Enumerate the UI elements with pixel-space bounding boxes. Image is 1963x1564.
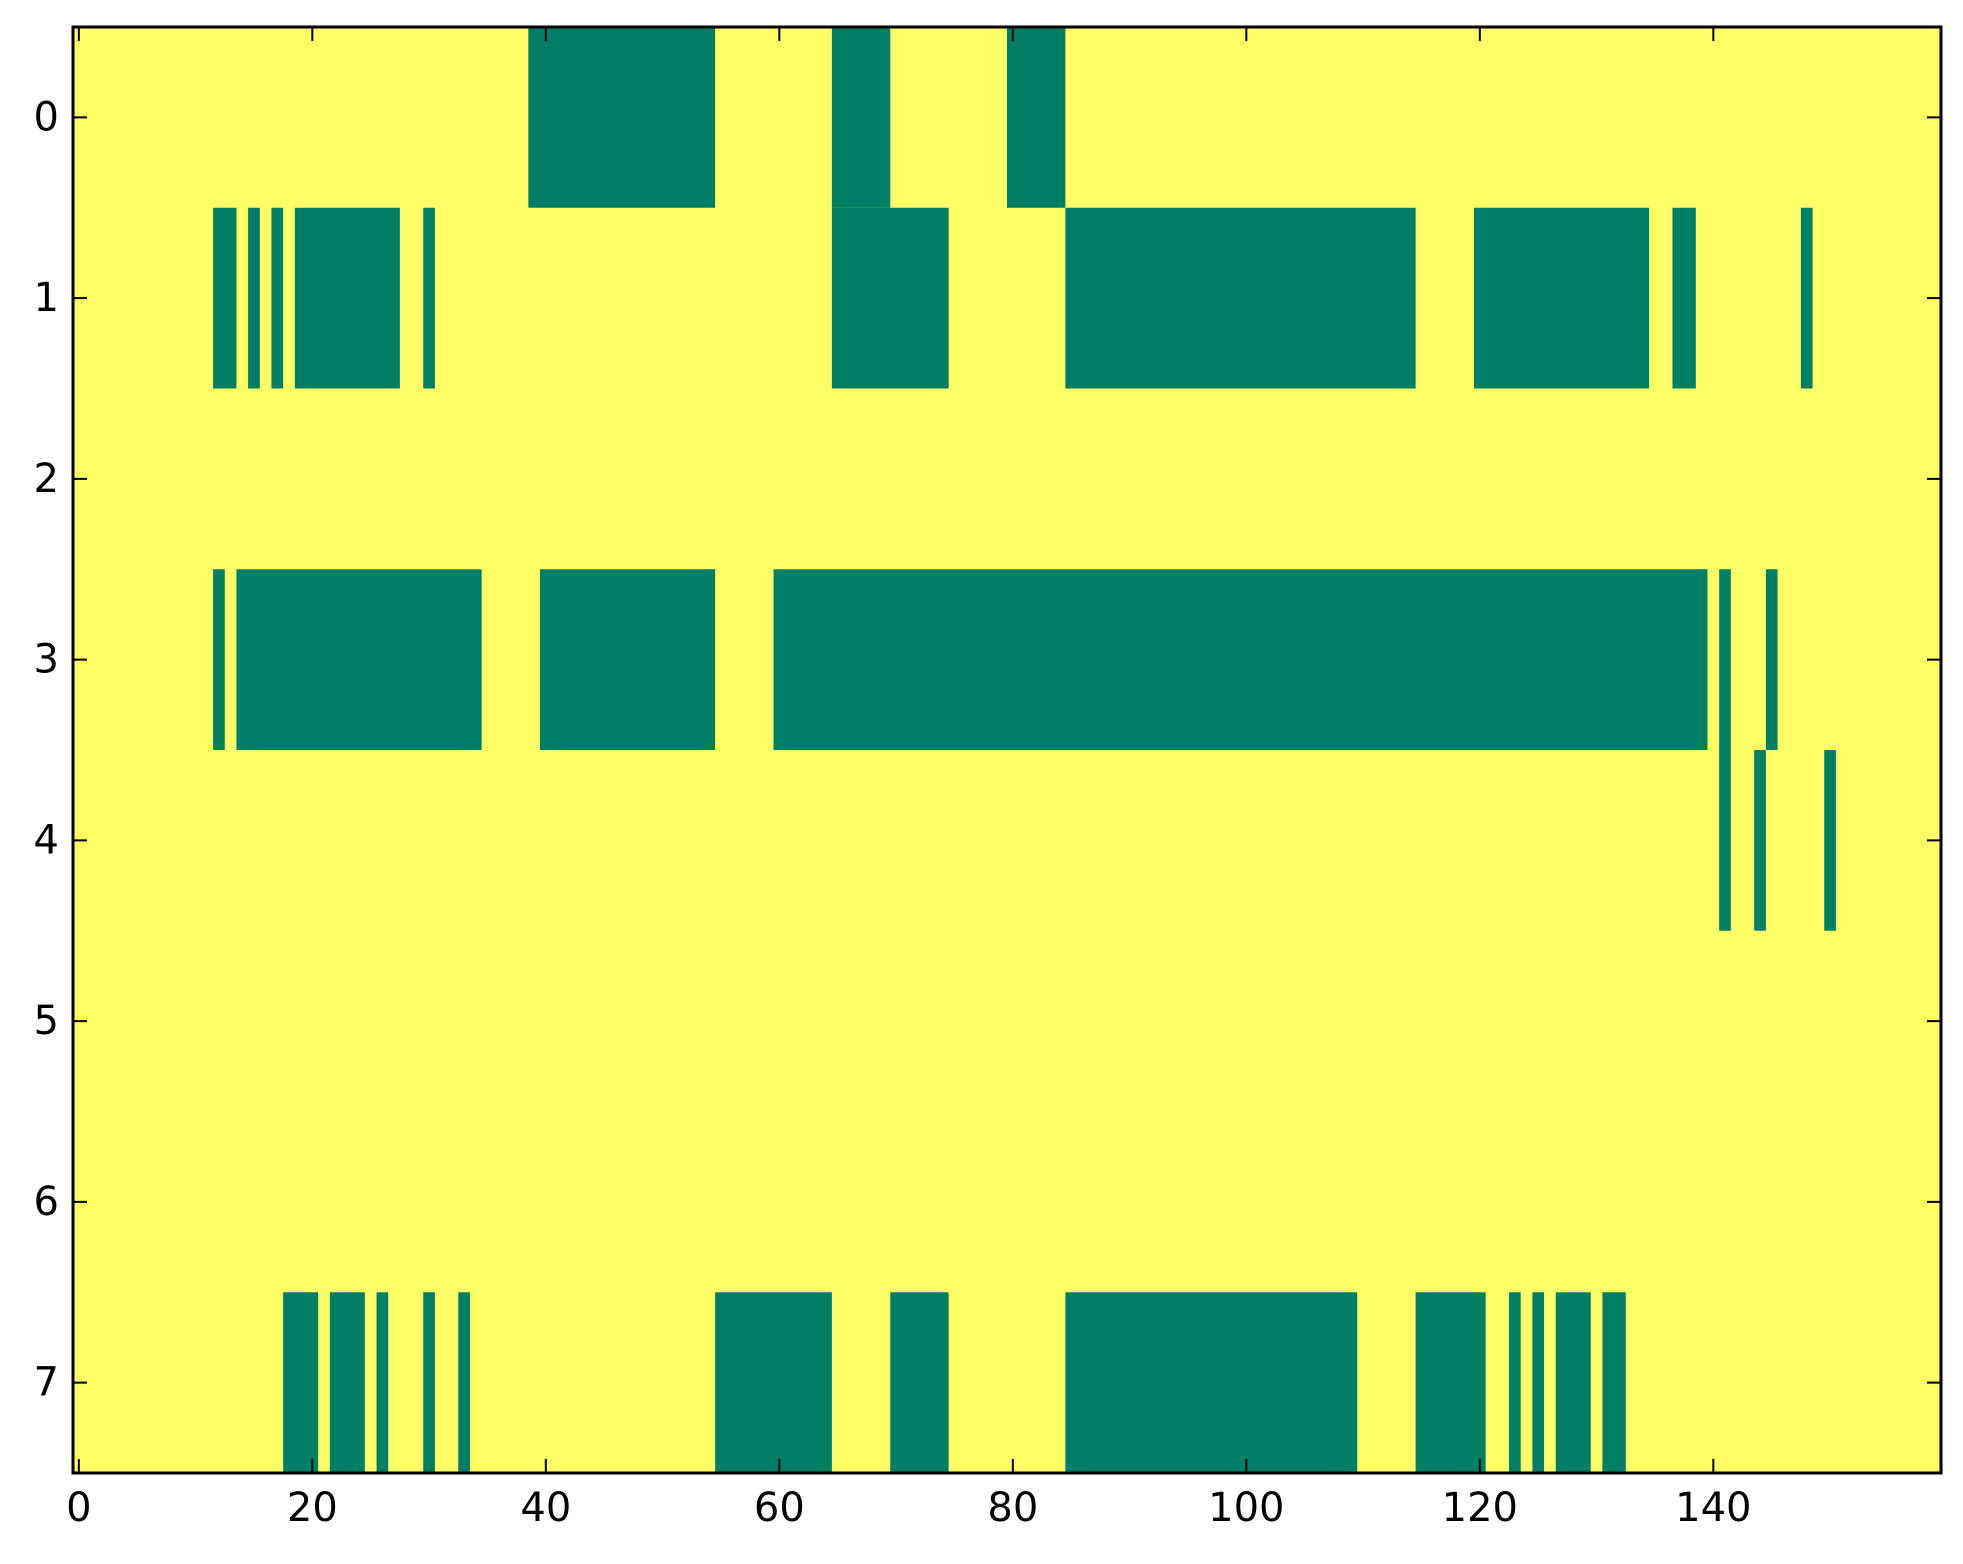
y-tick-label: 1 [34,275,59,321]
heatmap-cell-run [773,569,1708,750]
heatmap-cell-run [1555,1292,1591,1473]
heatmap-cell-run [1754,750,1766,931]
heatmap-cell-run [1532,1292,1545,1473]
heatmap-cell-run [271,207,284,389]
y-tick-label: 7 [34,1360,59,1406]
heatmap-cell-run [1065,1292,1358,1473]
heatmap-cell-run [236,569,482,750]
x-tick-label: 60 [754,1485,805,1531]
x-tick-label: 100 [1208,1485,1284,1531]
heatmap-cell-run [213,569,225,750]
x-tick-label: 80 [987,1485,1038,1531]
heatmap-cell-run [213,207,237,389]
y-tick-label: 4 [34,817,59,863]
heatmap-cell-run [376,1292,389,1473]
y-tick-label: 3 [34,637,59,683]
heatmap-cell-run [458,1292,470,1473]
y-tick-label: 0 [34,94,59,140]
heatmap-cell-run [1007,27,1066,208]
heatmap-cell-run [248,207,260,389]
heatmap-cell-run [1719,569,1731,750]
y-tick-label: 2 [34,456,59,502]
heatmap-cell-run [283,1292,319,1473]
heatmap-cell-run [1474,207,1650,389]
x-tick-label: 40 [520,1485,571,1531]
heatmap-cell-run [1065,207,1416,389]
heatmap-cells [213,27,1836,1473]
x-tick-label: 0 [66,1485,91,1531]
plot-frame [71,25,1943,1475]
heatmap-cell-run [1765,569,1778,750]
heatmap-cell-run [1719,750,1731,931]
heatmap-cell-run [831,207,949,389]
heatmap-cell-run [1800,207,1813,389]
x-tick-label: 140 [1675,1485,1751,1531]
heatmap-cell-run [423,207,435,389]
x-tick-label: 120 [1442,1485,1518,1531]
heatmap-cell-run [294,207,400,389]
heatmap-cell-run [540,569,716,750]
x-tick-label: 20 [287,1485,338,1531]
y-tick-label: 6 [34,1179,59,1225]
heatmap-cell-run [1602,1292,1626,1473]
heatmap-cell-run [715,1292,832,1473]
heatmap-cell-run [890,1292,949,1473]
x-axis: 0 20 40 60 80 100 120 140 [66,27,1752,1531]
heatmap-cell-run [528,27,716,208]
heatmap-cell-run [423,1292,435,1473]
heatmap-cell-run [329,1292,365,1473]
y-axis: 0 1 2 3 4 5 6 7 [34,94,1941,1406]
y-tick-label: 5 [34,998,59,1044]
heatmap-cell-run [831,27,891,208]
heatmap-cell-run [1415,1292,1486,1473]
heatmap-cell-run [1509,1292,1521,1473]
heatmap-cell-run [1672,207,1696,389]
heatmap-cell-run [1824,750,1836,931]
